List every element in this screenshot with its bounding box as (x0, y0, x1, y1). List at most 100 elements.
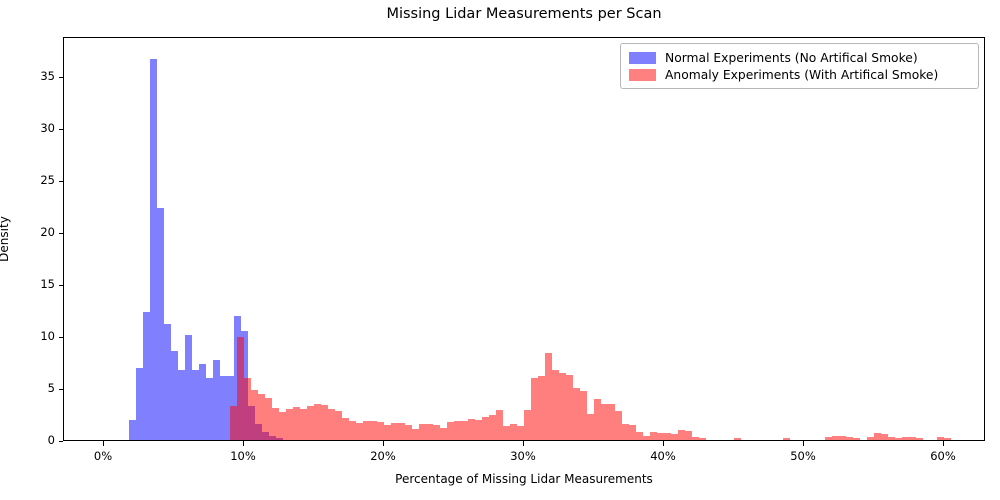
x-tick-mark (383, 441, 385, 446)
histogram-bar-anomaly (636, 431, 644, 440)
histogram-bar-anomaly (524, 409, 532, 440)
histogram-bar-anomaly (881, 433, 888, 440)
histogram-bar-anomaly (335, 410, 343, 440)
x-tick-mark (523, 441, 525, 446)
histogram-bar-anomaly (895, 437, 902, 440)
y-tick-mark (58, 389, 63, 391)
histogram-bar-anomaly (874, 433, 881, 440)
histogram-bar-anomaly (825, 436, 832, 440)
histogram-bar-anomaly (412, 428, 420, 440)
legend-label-anomaly: Anomaly Experiments (With Artifical Smok… (665, 67, 939, 82)
legend-item-normal: Normal Experiments (No Artifical Smoke) (629, 49, 970, 66)
histogram-bar-anomaly (594, 399, 602, 440)
histogram-bar-normal (171, 350, 179, 440)
histogram-bar-anomaly (293, 406, 301, 440)
y-tick-label: 10 (40, 329, 55, 343)
y-tick-mark (58, 233, 63, 235)
histogram-bar-anomaly (566, 374, 574, 440)
histogram-bar-anomaly (440, 427, 448, 440)
histogram-bar-anomaly (559, 373, 567, 440)
histogram-bar-anomaly (909, 437, 916, 440)
histogram-bar-anomaly (888, 437, 895, 440)
histogram-bar-anomaly (398, 423, 406, 440)
y-tick-label: 0 (47, 433, 55, 447)
histogram-bar-anomaly (272, 407, 280, 440)
histogram-bar-anomaly (251, 390, 259, 440)
histogram-bar-anomaly (349, 421, 357, 440)
histogram-bar-anomaly (328, 408, 336, 440)
histogram-bar-anomaly (692, 436, 699, 440)
y-tick-mark (58, 337, 63, 339)
histogram-bar-anomaly (517, 426, 525, 440)
histogram-bar-normal (220, 375, 228, 440)
legend-swatch-anomaly (629, 68, 656, 81)
histogram-bar-anomaly (279, 411, 287, 440)
legend-box: Normal Experiments (No Artifical Smoke) … (620, 43, 979, 89)
histogram-bar-anomaly (286, 408, 294, 440)
histogram-bar-anomaly (916, 437, 923, 440)
histogram-bar-anomaly (944, 437, 951, 440)
histogram-bar-anomaly (650, 431, 657, 440)
histogram-bar-anomaly (671, 434, 678, 440)
y-tick-mark (58, 441, 63, 443)
x-tick-mark (663, 441, 665, 446)
histogram-bar-normal (164, 323, 172, 440)
y-tick-mark (58, 181, 63, 183)
histogram-bar-anomaly (314, 403, 322, 440)
y-tick-mark (58, 129, 63, 131)
histogram-bar-anomaly (454, 421, 462, 440)
histogram-bar-anomaly (370, 421, 378, 440)
legend-label-normal: Normal Experiments (No Artifical Smoke) (665, 50, 918, 65)
y-tick-label: 30 (40, 121, 55, 135)
histogram-bar-normal (150, 59, 158, 440)
legend-swatch-normal (629, 51, 656, 64)
histogram-bar-anomaly (433, 425, 441, 440)
x-tick-label: 40% (650, 449, 676, 463)
x-tick-label: 30% (510, 449, 536, 463)
histogram-bar-anomaly (510, 424, 518, 440)
histogram-bar-normal (199, 364, 207, 440)
y-tick-label: 25 (40, 173, 55, 187)
histogram-bar-anomaly (503, 426, 511, 440)
histogram-bar-anomaly (615, 410, 623, 440)
histogram-bar-anomaly (937, 437, 944, 440)
histogram-bar-normal (136, 368, 144, 440)
histogram-bar-anomaly (580, 391, 588, 440)
histogram-bar-anomaly (300, 408, 308, 440)
histogram-bar-anomaly (573, 388, 581, 440)
x-axis-label: Percentage of Missing Lidar Measurements (395, 472, 653, 486)
histogram-bar-anomaly (545, 352, 553, 440)
y-tick-label: 5 (47, 381, 55, 395)
histogram-bar-anomaly (342, 418, 350, 440)
histogram-bar-anomaly (678, 430, 685, 440)
histogram-bar-anomaly (461, 421, 469, 440)
histogram-bar-anomaly (419, 424, 427, 440)
histogram-bar-anomaly (321, 404, 329, 440)
histogram-bar-anomaly (244, 377, 252, 440)
x-tick-label: 10% (230, 449, 256, 463)
histogram-bar-normal (192, 370, 200, 440)
histogram-bar-anomaly (531, 377, 539, 440)
x-tick-label: 50% (790, 449, 816, 463)
histogram-bar-anomaly (643, 435, 650, 440)
histogram-bar-anomaly (552, 370, 560, 440)
histogram-bar-anomaly (685, 430, 692, 440)
histogram-bar-anomaly (391, 423, 399, 440)
histogram-bar-normal (213, 359, 221, 440)
histogram-bar-anomaly (426, 424, 434, 440)
histogram-bar-anomaly (657, 433, 664, 440)
histogram-bar-anomaly (839, 436, 846, 440)
histogram-bar-normal (178, 370, 186, 440)
chart-title: Missing Lidar Measurements per Scan (386, 6, 662, 22)
histogram-bar-anomaly (608, 403, 616, 440)
plot-area (63, 37, 985, 441)
histogram-bar-anomaly (447, 422, 455, 440)
histogram-bar-anomaly (356, 423, 364, 440)
histogram-bar-anomaly (230, 405, 238, 440)
y-axis-label: Density (0, 216, 11, 262)
y-tick-mark (58, 77, 63, 79)
x-tick-mark (943, 441, 945, 446)
histogram-bar-anomaly (258, 394, 266, 440)
y-tick-label: 15 (40, 277, 55, 291)
